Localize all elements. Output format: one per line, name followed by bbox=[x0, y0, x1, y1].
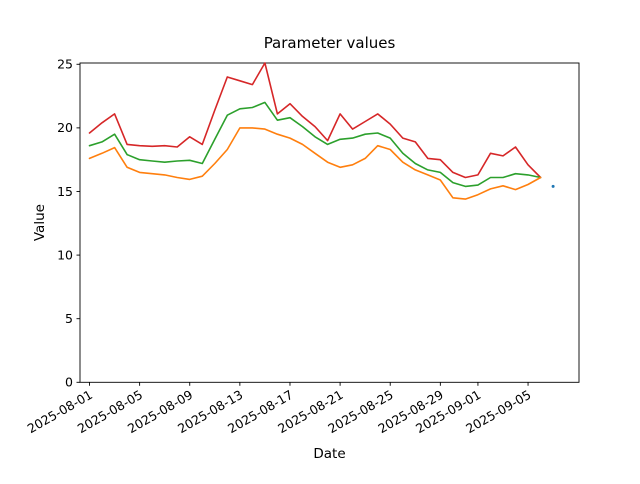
x-axis-label: Date bbox=[313, 446, 345, 462]
lower-line-series bbox=[88, 127, 542, 200]
y-tick-label: 0 bbox=[65, 375, 73, 390]
y-axis-label: Value bbox=[32, 204, 48, 241]
plot-area-frame bbox=[79, 62, 580, 383]
scatter-dots bbox=[551, 184, 555, 188]
data-lines bbox=[88, 62, 542, 200]
y-tick-label: 5 bbox=[65, 311, 73, 326]
middle-line-series bbox=[88, 101, 542, 188]
y-tick-label: 25 bbox=[57, 57, 73, 72]
y-tick-label: 20 bbox=[57, 120, 73, 135]
axis-ticks bbox=[76, 63, 529, 386]
y-tick-label: 15 bbox=[57, 184, 73, 199]
upper-line-series bbox=[88, 62, 542, 179]
chart-title: Parameter values bbox=[264, 34, 396, 52]
y-tick-label: 10 bbox=[57, 247, 73, 262]
blue-dot-marker bbox=[551, 184, 555, 188]
